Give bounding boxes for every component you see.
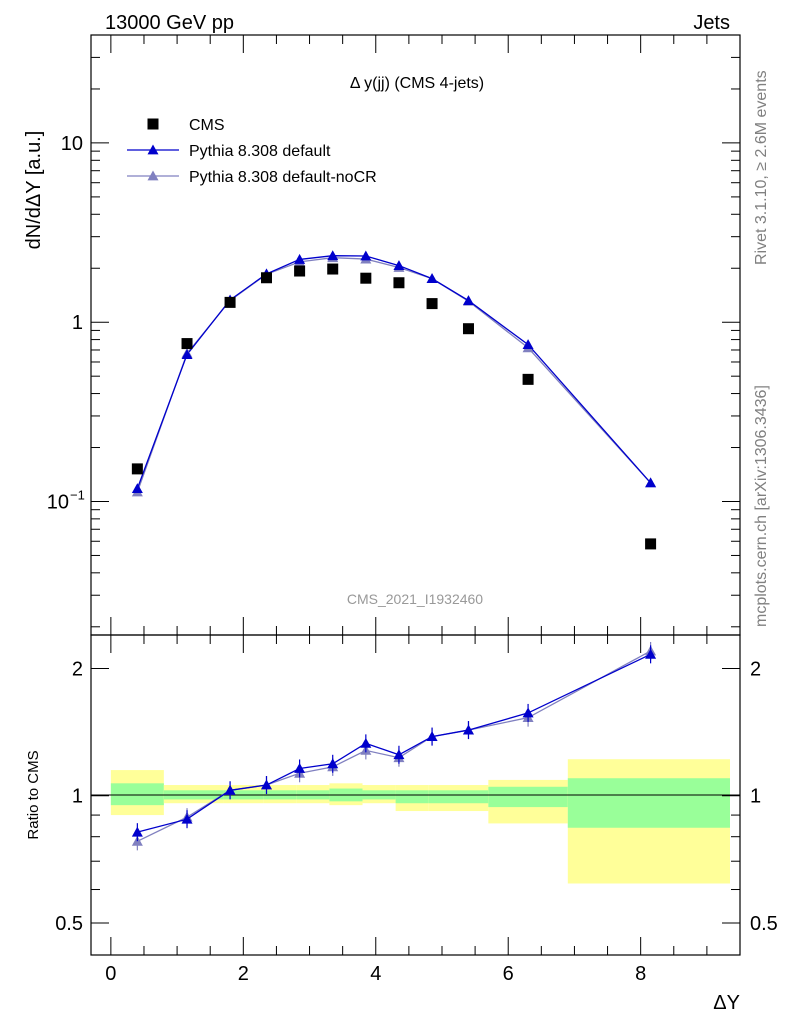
- legend-marker-pythia-8-308-default-nocr: [147, 170, 159, 181]
- legend-label-cms: CMS: [189, 117, 225, 134]
- ratio-y-axis-label: Ratio to CMS: [25, 750, 42, 839]
- point-pythia-8-308-default: [426, 273, 438, 284]
- point-cms: [360, 272, 372, 284]
- ratio-band-inner: [395, 790, 429, 804]
- ratio-y-tick-label-left: 1: [72, 786, 83, 808]
- mcplots-label: mcplots.cern.ch [arXiv:1306.3436]: [753, 385, 770, 627]
- point-pythia-8-308-default: [327, 250, 339, 261]
- ratio-y-tick-label-right: 1: [750, 786, 761, 808]
- point-cms: [645, 538, 657, 550]
- main-y-tick-label: 1: [72, 312, 83, 334]
- ratio-point-pythia-8-308-default: [522, 707, 534, 718]
- point-pythia-8-308-default: [131, 483, 143, 494]
- point-pythia-8-308-default: [181, 349, 193, 359]
- main-data-marks: [131, 250, 657, 550]
- point-cms: [393, 277, 405, 289]
- series-line-pythia-8-308-default-nocr: [136, 257, 652, 493]
- point-pythia-8-308-default: [393, 260, 405, 270]
- ratio-point-pythia-8-308-default: [462, 724, 474, 735]
- x-tick-label: 6: [503, 963, 514, 985]
- ratio-band-inner: [488, 786, 568, 808]
- ratio-band-inner: [110, 783, 164, 806]
- legend-marker-cms: [147, 118, 159, 130]
- point-pythia-8-308-default: [645, 477, 657, 488]
- ratio-point-pythia-8-308-default: [645, 648, 657, 659]
- series-line-pythia-8-308-default: [136, 255, 652, 489]
- point-pythia-8-308-default: [294, 253, 306, 264]
- x-axis-label: ΔY: [713, 992, 740, 1014]
- point-cms: [522, 373, 534, 385]
- header-left-label: 13000 GeV pp: [105, 12, 234, 34]
- ratio-data-marks: [131, 641, 657, 851]
- ratio-point-pythia-8-308-default: [426, 731, 438, 741]
- point-cms: [426, 298, 438, 310]
- point-cms: [181, 338, 193, 350]
- ratio-point-pythia-8-308-default: [181, 813, 193, 824]
- ratio-point-pythia-8-308-default: [131, 826, 143, 837]
- point-cms: [462, 323, 474, 335]
- ratio-point-pythia-8-308-default: [327, 758, 339, 769]
- ratio-band-inner: [428, 790, 489, 804]
- legend-marker-pythia-8-308-default: [147, 144, 159, 155]
- ratio-point-pythia-8-308-default: [260, 779, 272, 790]
- main-y-tick-exponent: −1: [70, 487, 85, 502]
- ratio-y-tick-label-right: 2: [750, 658, 761, 680]
- point-cms: [131, 463, 143, 475]
- legend-label-pythia-8-308-default-nocr: Pythia 8.308 default-noCR: [189, 169, 377, 186]
- x-tick-label: 2: [238, 963, 249, 985]
- ratio-band-inner: [567, 778, 730, 828]
- main-y-axis-label: dN/dΔY [a.u.]: [23, 131, 45, 250]
- point-pythia-8-308-default: [462, 295, 474, 305]
- point-cms: [327, 263, 339, 275]
- header-right-label: Jets: [693, 12, 730, 34]
- main-y-tick-label: 10: [47, 491, 69, 513]
- point-pythia-8-308-default: [522, 339, 534, 350]
- analysis-label: CMS_2021_I1932460: [347, 591, 483, 607]
- point-pythia-8-308-default: [360, 250, 372, 261]
- rivet-label: Rivet 3.1.10, ≥ 2.6M events: [753, 70, 770, 265]
- ratio-y-tick-label-left: 2: [72, 658, 83, 680]
- x-tick-label: 4: [370, 963, 381, 985]
- ratio-point-pythia-8-308-default: [224, 784, 236, 795]
- ratio-plot-frame: [90, 634, 741, 956]
- legend-label-pythia-8-308-default: Pythia 8.308 default: [189, 143, 331, 160]
- x-tick-label: 8: [635, 963, 646, 985]
- ratio-y-tick-label-left: 0.5: [55, 913, 83, 935]
- ratio-y-tick-label-right: 0.5: [750, 913, 778, 935]
- ratio-point-pythia-8-308-default: [360, 737, 372, 748]
- legend: CMS Pythia 8.308 default Pythia 8.308 defa…: [127, 117, 377, 186]
- point-cms: [294, 265, 306, 277]
- point-cms: [224, 296, 236, 308]
- ratio-plot-panel: 0.5 0.5 1 1 2 2 0 2 4 6 8 Ratio to CMS ΔY: [25, 634, 778, 1014]
- ratio-axis-ticks: 0.5 0.5 1 1 2 2 0 2 4 6 8: [55, 635, 778, 985]
- ratio-point-pythia-8-308-default: [294, 762, 306, 773]
- ratio-uncertainty-bands: [110, 759, 730, 884]
- ratio-line-pythia-8-308-default: [137, 653, 651, 833]
- plot-title: Δ y(jj) (CMS 4-jets): [350, 75, 484, 92]
- ratio-point-pythia-8-308-default: [393, 749, 405, 760]
- x-tick-label: 0: [105, 963, 116, 985]
- point-cms: [260, 272, 272, 284]
- main-y-tick-label: 10: [61, 133, 83, 155]
